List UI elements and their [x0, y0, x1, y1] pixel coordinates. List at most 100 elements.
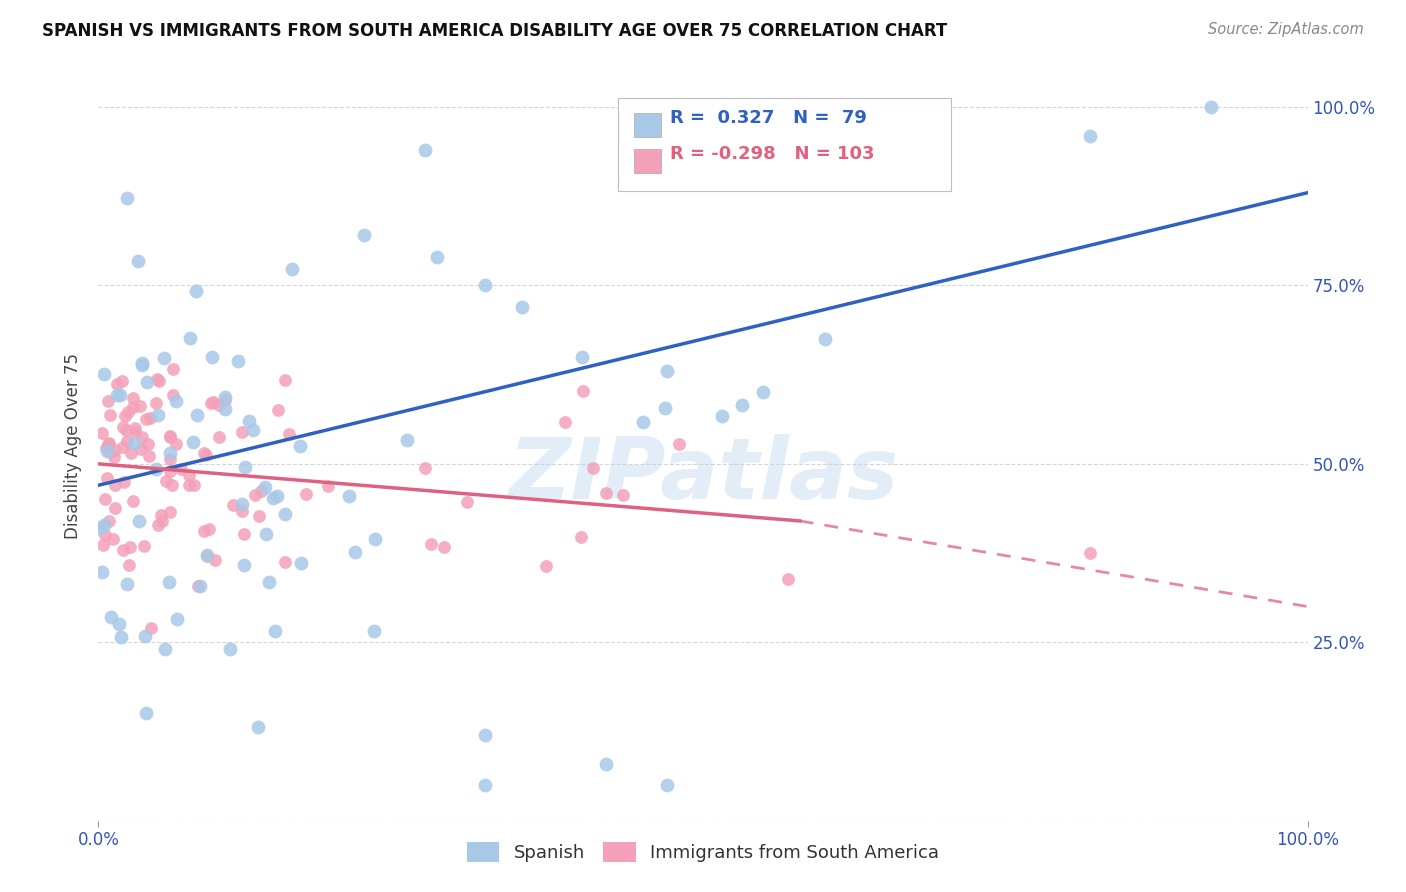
Point — [257, 574, 280, 589]
Point — [595, 486, 617, 500]
Point — [193, 445, 215, 459]
Point — [148, 374, 170, 388]
Point — [124, 421, 146, 435]
Point — [243, 487, 266, 501]
Point — [195, 549, 218, 563]
Point — [166, 437, 188, 451]
Point — [250, 484, 273, 499]
Point — [413, 143, 436, 157]
Point — [112, 475, 135, 490]
Point — [93, 367, 115, 381]
Point — [582, 461, 605, 475]
Point — [274, 372, 297, 386]
Point — [288, 439, 311, 453]
Point — [231, 425, 253, 439]
Point — [122, 435, 145, 450]
Point — [655, 364, 678, 378]
Text: Source: ZipAtlas.com: Source: ZipAtlas.com — [1208, 22, 1364, 37]
Point — [200, 396, 222, 410]
Point — [128, 514, 150, 528]
Point — [1078, 128, 1101, 143]
Point — [363, 532, 385, 546]
Point — [159, 430, 181, 444]
Point — [96, 443, 118, 458]
Point — [162, 362, 184, 376]
Point — [97, 514, 120, 528]
Point — [186, 408, 208, 422]
Point — [104, 477, 127, 491]
Point — [413, 461, 436, 475]
Point — [91, 538, 114, 552]
Point — [94, 527, 117, 541]
Point — [208, 398, 231, 412]
Point — [395, 433, 418, 447]
Point — [110, 630, 132, 644]
Point — [188, 579, 211, 593]
Point — [426, 250, 449, 264]
Point — [91, 565, 114, 579]
Point — [141, 621, 163, 635]
Point — [114, 423, 136, 437]
Point — [115, 577, 138, 591]
Point — [752, 385, 775, 400]
Point — [266, 403, 288, 417]
Point — [731, 398, 754, 412]
Point — [262, 491, 284, 505]
Point — [96, 471, 118, 485]
Point — [138, 449, 160, 463]
Point — [104, 501, 127, 516]
Point — [316, 479, 339, 493]
Y-axis label: Disability Age Over 75: Disability Age Over 75 — [65, 353, 83, 539]
Point — [157, 575, 180, 590]
Point — [1078, 545, 1101, 559]
Point — [112, 440, 135, 454]
Point — [595, 756, 617, 771]
Point — [214, 390, 236, 404]
Point — [131, 430, 153, 444]
Point — [159, 452, 181, 467]
Point — [104, 442, 127, 457]
Point — [101, 532, 124, 546]
Point — [654, 401, 676, 415]
Point — [90, 426, 112, 441]
Point — [108, 617, 131, 632]
Point — [121, 391, 143, 405]
Point — [129, 442, 152, 456]
Point — [247, 509, 270, 524]
Point — [150, 508, 173, 523]
Point — [231, 504, 253, 518]
Point — [534, 558, 557, 573]
Point — [132, 539, 155, 553]
Point — [201, 395, 224, 409]
Point — [510, 300, 533, 314]
Point — [111, 420, 134, 434]
Point — [219, 641, 242, 656]
Point — [363, 624, 385, 638]
Point — [233, 459, 256, 474]
Point — [118, 541, 141, 555]
Point — [103, 450, 125, 464]
Point — [353, 228, 375, 243]
Point — [114, 409, 136, 424]
Point — [145, 396, 167, 410]
Point — [278, 427, 301, 442]
Point — [159, 428, 181, 442]
Point — [814, 332, 837, 346]
Point — [569, 530, 592, 544]
Point — [474, 728, 496, 742]
Point — [337, 489, 360, 503]
Point — [97, 437, 120, 451]
Point — [94, 441, 117, 455]
Point — [655, 778, 678, 792]
Point — [214, 402, 236, 417]
Point — [266, 489, 288, 503]
Point — [155, 474, 177, 488]
Point — [124, 425, 146, 439]
Point — [94, 491, 117, 506]
Point — [177, 467, 200, 482]
Point — [433, 541, 456, 555]
Point — [474, 278, 496, 293]
Point — [93, 517, 115, 532]
Point — [121, 400, 143, 414]
Point — [571, 384, 593, 398]
